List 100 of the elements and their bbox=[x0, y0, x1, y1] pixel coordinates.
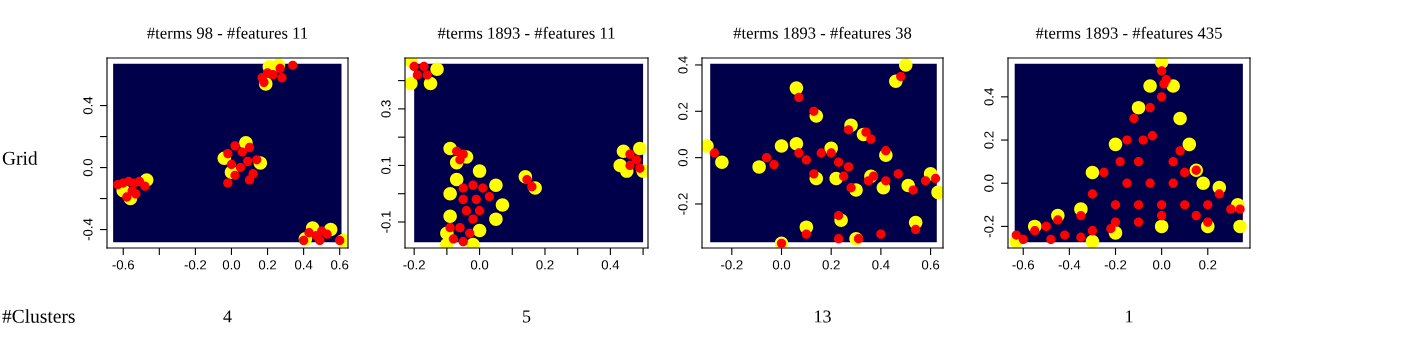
point bbox=[789, 136, 804, 151]
x-tick-label: 0.2 bbox=[536, 260, 554, 270]
point bbox=[458, 183, 468, 193]
point bbox=[1133, 156, 1144, 167]
point bbox=[794, 92, 804, 103]
point bbox=[140, 181, 150, 191]
point bbox=[794, 148, 804, 158]
point bbox=[1085, 234, 1100, 248]
point bbox=[1060, 230, 1070, 240]
point bbox=[449, 172, 464, 187]
point bbox=[235, 162, 246, 173]
point bbox=[1203, 217, 1213, 227]
point bbox=[1099, 167, 1109, 178]
y-tick-label: 0.1 bbox=[381, 156, 391, 175]
point bbox=[237, 147, 247, 157]
y-tick-label: -0.2 bbox=[678, 193, 688, 215]
point bbox=[715, 155, 729, 170]
point bbox=[633, 141, 647, 156]
y-tick-label: 0.4 bbox=[984, 88, 994, 106]
point bbox=[448, 234, 459, 244]
x-tick-label: 0.4 bbox=[872, 260, 890, 270]
point bbox=[1175, 146, 1185, 156]
point bbox=[288, 60, 298, 70]
point bbox=[527, 181, 537, 192]
point bbox=[1156, 92, 1167, 102]
point bbox=[1182, 137, 1197, 152]
point bbox=[268, 69, 278, 80]
y-tick-label: 0.4 bbox=[83, 96, 93, 115]
x-tick-label: 0.4 bbox=[601, 260, 620, 270]
point bbox=[243, 156, 253, 167]
text: Grid bbox=[2, 151, 38, 165]
point bbox=[853, 234, 864, 244]
point bbox=[495, 198, 510, 212]
point bbox=[833, 157, 844, 167]
text: 5 bbox=[523, 310, 531, 323]
point bbox=[468, 180, 478, 190]
point bbox=[1030, 226, 1040, 236]
text: 1 bbox=[1126, 310, 1133, 323]
point bbox=[226, 159, 237, 170]
point bbox=[405, 76, 418, 91]
point bbox=[789, 81, 804, 95]
point bbox=[474, 206, 485, 216]
chart-title: #terms 1893 - #features 38 bbox=[733, 26, 912, 39]
x-tick-label: -0.6 bbox=[112, 260, 135, 270]
point bbox=[1214, 189, 1224, 199]
point bbox=[1143, 79, 1157, 93]
point bbox=[430, 62, 444, 77]
point bbox=[1110, 200, 1121, 210]
point bbox=[1168, 178, 1178, 188]
point bbox=[1110, 217, 1121, 227]
point bbox=[801, 155, 812, 165]
point bbox=[761, 152, 772, 163]
y-tick-label: -0.1 bbox=[381, 211, 391, 233]
point bbox=[843, 125, 854, 135]
text: 4 bbox=[223, 310, 232, 323]
point bbox=[801, 229, 812, 239]
point bbox=[1106, 223, 1116, 234]
point bbox=[635, 163, 645, 173]
x-tick-label: -0.2 bbox=[1104, 260, 1127, 270]
point bbox=[1087, 226, 1098, 236]
y-tick-label: 0.0 bbox=[984, 174, 994, 192]
text: #Clusters bbox=[2, 309, 75, 323]
point bbox=[920, 176, 931, 186]
point bbox=[1168, 156, 1178, 167]
point bbox=[631, 155, 642, 165]
point bbox=[259, 77, 269, 87]
point bbox=[1085, 165, 1100, 180]
point bbox=[896, 71, 906, 82]
x-tick-label: 0.4 bbox=[294, 260, 313, 270]
point bbox=[1233, 219, 1247, 234]
point bbox=[1159, 79, 1169, 89]
point bbox=[702, 139, 714, 153]
point bbox=[1076, 210, 1086, 221]
point bbox=[458, 237, 468, 247]
point bbox=[1156, 210, 1167, 221]
point bbox=[1018, 234, 1028, 245]
point bbox=[843, 162, 854, 172]
chart-title: #terms 98 - #features 11 bbox=[147, 26, 308, 39]
y-tick-label: -0.2 bbox=[984, 215, 994, 238]
point bbox=[838, 171, 849, 181]
point bbox=[881, 176, 891, 186]
x-tick-label: -0.2 bbox=[721, 260, 743, 270]
point bbox=[625, 160, 635, 171]
x-tick-label: 0.6 bbox=[331, 260, 349, 270]
x-tick-label: -0.2 bbox=[403, 260, 425, 270]
point bbox=[1154, 219, 1169, 234]
point bbox=[1133, 217, 1144, 227]
point bbox=[455, 222, 465, 233]
point bbox=[1053, 215, 1063, 225]
y-tick-label: 0.3 bbox=[381, 100, 391, 118]
point bbox=[1087, 189, 1098, 199]
point bbox=[468, 214, 478, 224]
y-tick-label: 0.0 bbox=[83, 158, 93, 177]
x-tick-label: -0.4 bbox=[1058, 260, 1081, 270]
point bbox=[1011, 230, 1021, 240]
point bbox=[876, 229, 886, 239]
point bbox=[1046, 234, 1056, 245]
point bbox=[412, 70, 423, 80]
x-tick-label: 0.2 bbox=[1199, 260, 1217, 270]
point bbox=[1076, 232, 1086, 242]
